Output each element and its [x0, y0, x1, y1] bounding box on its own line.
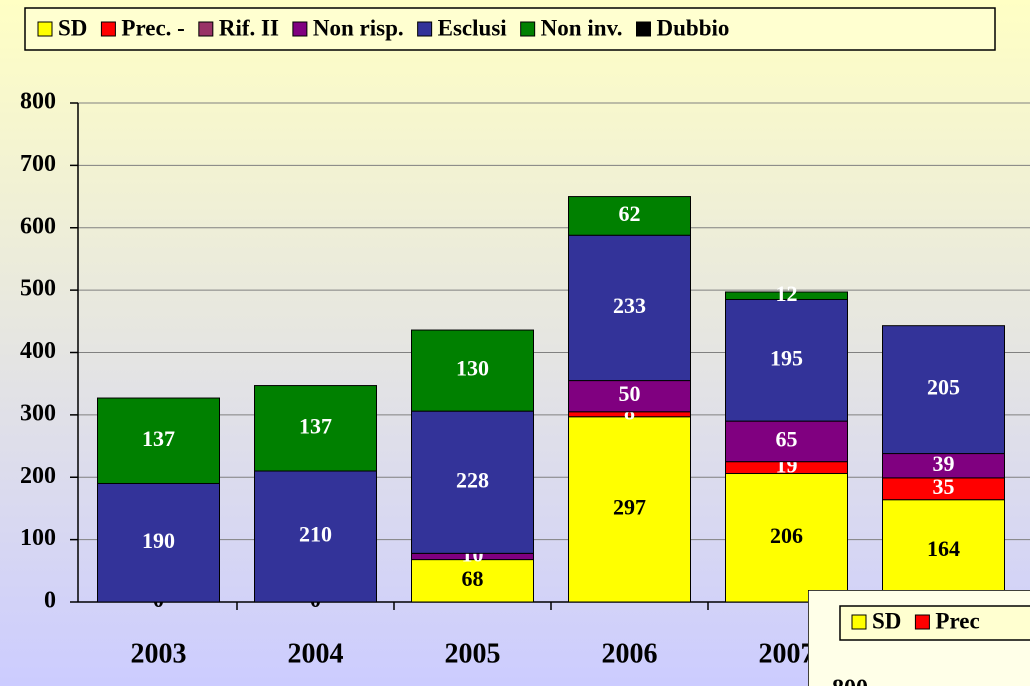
y-tick-label: 600	[20, 213, 56, 239]
bar-segment	[882, 499, 1005, 603]
legend-label: Rif. II	[219, 15, 279, 40]
bar-segment	[411, 410, 534, 554]
bar-segment	[568, 380, 691, 413]
bar-segment	[725, 298, 848, 422]
legend-label: Non risp.	[313, 15, 404, 40]
bar-segment	[725, 291, 848, 300]
legend-label: SD	[58, 15, 87, 40]
bar-segment	[411, 329, 534, 412]
y-tick-label: 100	[20, 525, 56, 551]
data-label: 205	[927, 375, 960, 400]
bar-segment	[725, 420, 848, 463]
bar-segment	[568, 416, 691, 603]
data-label: 137	[299, 413, 332, 438]
legend-label: Non inv.	[541, 15, 623, 40]
legend-swatch	[851, 614, 867, 630]
legend-swatch	[292, 21, 308, 37]
bar-segment	[254, 470, 377, 603]
y-tick-label: 800	[832, 676, 868, 686]
y-tick-label: 0	[44, 588, 56, 614]
data-label: 62	[619, 201, 641, 226]
bar-segment	[568, 234, 691, 382]
bar-segment	[568, 196, 691, 236]
x-tick-label: 2004	[288, 638, 344, 669]
legend-label: Esclusi	[438, 15, 508, 40]
y-tick-label: 200	[20, 463, 56, 489]
legend-swatch	[100, 21, 116, 37]
inset-legend-box	[839, 605, 1030, 641]
y-tick-label: 700	[20, 151, 56, 177]
bar-segment	[725, 473, 848, 603]
legend-label: SD	[872, 608, 901, 633]
y-tick-label: 400	[20, 338, 56, 364]
y-tick-label: 300	[20, 400, 56, 426]
data-label: 39	[933, 451, 955, 476]
legend-swatch	[636, 21, 651, 37]
legend-swatch	[520, 21, 536, 37]
bar-segment	[882, 325, 1005, 455]
data-label: 35	[933, 474, 955, 499]
data-label: 130	[456, 356, 489, 381]
legend-swatch	[198, 21, 214, 37]
data-label: 297	[613, 494, 646, 519]
data-label: 210	[299, 522, 332, 547]
data-label: 137	[142, 426, 175, 451]
data-label: 233	[613, 293, 646, 318]
legend-label: Prec	[935, 608, 979, 633]
data-label: 164	[927, 536, 960, 561]
bar-segment	[97, 397, 220, 484]
legend-label: Prec. -	[121, 15, 184, 40]
legend-box	[24, 7, 996, 51]
data-label: 206	[770, 523, 803, 548]
x-tick-label: 2006	[602, 638, 658, 669]
y-tick-label: 800	[20, 89, 56, 115]
bar-segment	[254, 385, 377, 472]
data-label: 12	[776, 281, 798, 306]
plot-area: 0100200300400500600700800200301901372004…	[20, 89, 1030, 669]
data-label: 68	[462, 566, 484, 591]
bar-segment	[411, 559, 534, 603]
x-tick-label: 2003	[131, 638, 187, 669]
legend-swatch	[914, 614, 930, 630]
inset-chart: SD Prec 800	[808, 590, 1030, 686]
data-label: 50	[619, 381, 641, 406]
legend: SD Prec. - Rif. II Non risp. Esclusi Non inv.…	[37, 15, 730, 40]
legend-label: Dubbio	[657, 15, 730, 40]
data-label: 190	[142, 528, 175, 553]
x-tick-label: 2007	[759, 638, 815, 669]
y-tick-label: 500	[20, 276, 56, 302]
x-tick-label: 2005	[445, 638, 501, 669]
data-label: 195	[770, 345, 803, 370]
data-label: 228	[456, 467, 489, 492]
data-label: 65	[776, 426, 798, 451]
legend-swatch	[37, 21, 53, 37]
legend-swatch	[417, 21, 433, 37]
bar-segment	[97, 482, 220, 603]
